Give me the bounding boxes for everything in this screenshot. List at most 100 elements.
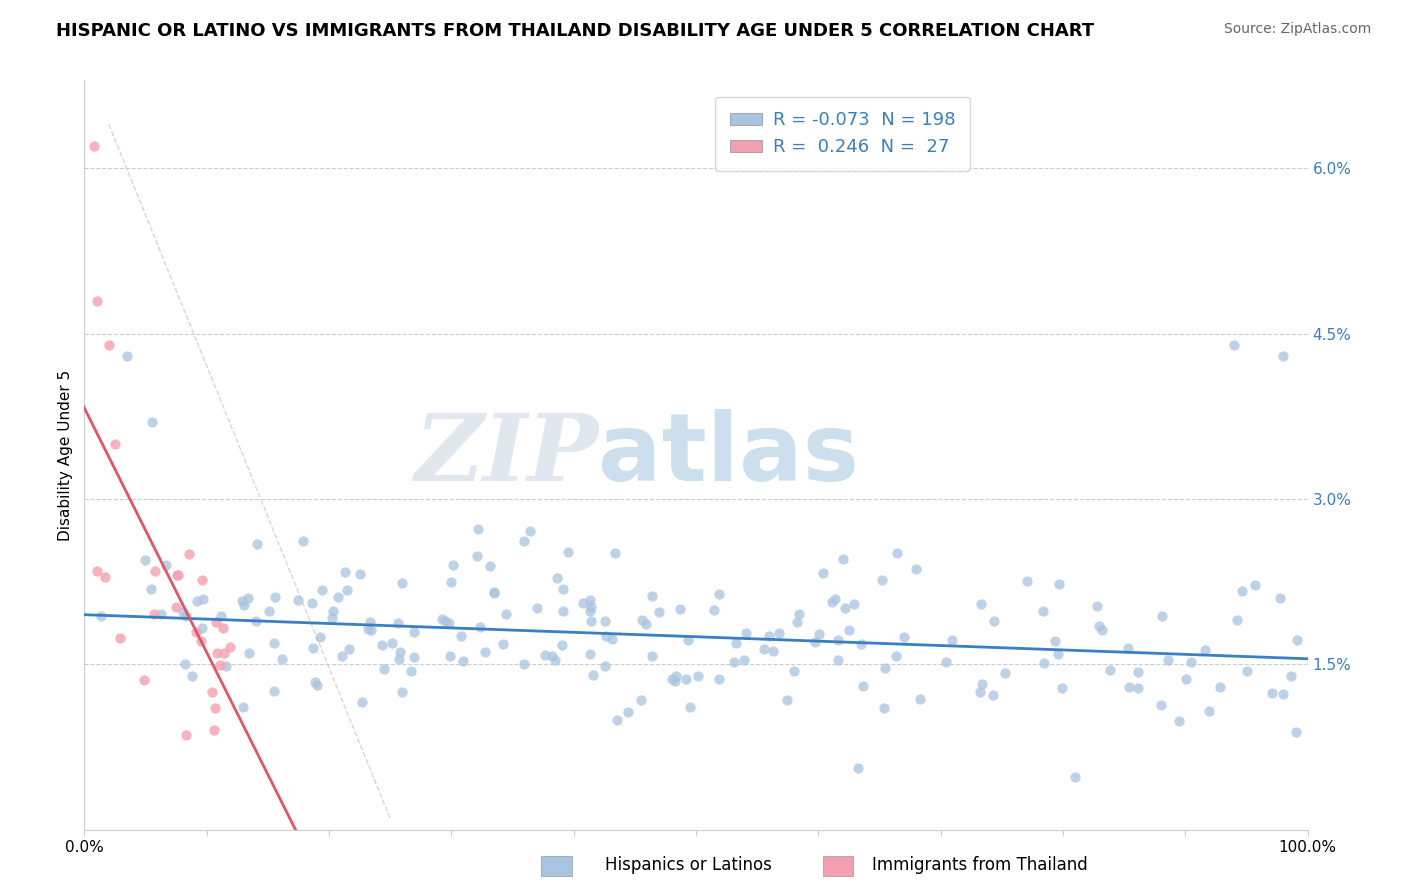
Point: [873, 700, 896, 714]
Point: [434, 614, 457, 628]
Point: [634, 617, 657, 632]
Point: [263, 636, 285, 650]
Text: Source: ZipAtlas.com: Source: ZipAtlas.com: [1223, 22, 1371, 37]
Point: [762, 644, 785, 658]
Point: [83, 139, 105, 153]
Point: [1116, 640, 1139, 655]
Point: [941, 632, 963, 647]
Point: [190, 574, 212, 588]
Point: [733, 653, 755, 667]
Point: [387, 616, 409, 631]
Point: [173, 657, 195, 671]
Point: [349, 566, 371, 581]
Point: [595, 614, 617, 628]
Point: [707, 587, 730, 601]
Point: [1052, 681, 1074, 695]
Point: [571, 596, 593, 610]
Point: [166, 568, 188, 582]
Point: [994, 666, 1017, 681]
Point: [491, 637, 513, 651]
Point: [373, 662, 395, 676]
Point: [675, 673, 697, 687]
Point: [1244, 578, 1267, 592]
Point: [108, 632, 131, 646]
Point: [834, 600, 856, 615]
Point: [482, 586, 505, 600]
Point: [754, 642, 776, 657]
Point: [725, 636, 748, 650]
Point: [337, 642, 360, 657]
Y-axis label: Disability Age Under 5: Disability Age Under 5: [58, 369, 73, 541]
Point: [526, 601, 548, 615]
Point: [143, 564, 166, 578]
Point: [212, 621, 235, 635]
Point: [155, 558, 177, 573]
Point: [450, 629, 472, 643]
Point: [205, 646, 228, 660]
Point: [391, 685, 413, 699]
Point: [190, 634, 212, 648]
Point: [832, 552, 855, 566]
Point: [768, 626, 790, 640]
Point: [852, 679, 875, 693]
Point: [465, 549, 488, 563]
Point: [1085, 599, 1108, 614]
Point: [827, 632, 849, 647]
Point: [141, 415, 163, 429]
Point: [1168, 714, 1191, 728]
Point: [233, 598, 256, 612]
Point: [215, 659, 238, 673]
Point: [641, 590, 664, 604]
Point: [86, 293, 108, 308]
Point: [309, 631, 332, 645]
Point: [595, 628, 617, 642]
Point: [786, 615, 808, 629]
Point: [231, 594, 253, 608]
Point: [468, 620, 491, 634]
Point: [174, 728, 197, 742]
Point: [134, 553, 156, 567]
Point: [388, 652, 411, 666]
Point: [579, 600, 602, 615]
Point: [579, 615, 602, 629]
Point: [209, 608, 232, 623]
Point: [191, 592, 214, 607]
Point: [821, 595, 844, 609]
Point: [453, 654, 475, 668]
Point: [647, 605, 669, 619]
Point: [551, 638, 574, 652]
Point: [783, 664, 806, 678]
Point: [983, 614, 1005, 628]
Point: [1099, 663, 1122, 677]
Point: [474, 645, 496, 659]
Point: [94, 570, 117, 584]
Point: [399, 665, 422, 679]
Point: [391, 575, 413, 590]
Point: [1126, 665, 1149, 679]
Point: [775, 693, 797, 707]
Point: [1032, 604, 1054, 618]
Point: [356, 622, 378, 636]
Point: [245, 615, 267, 629]
Point: [350, 695, 373, 709]
Point: [246, 537, 269, 551]
Point: [541, 648, 564, 663]
Point: [1198, 704, 1220, 718]
Point: [232, 700, 254, 714]
Point: [90, 608, 112, 623]
Point: [172, 606, 194, 620]
Point: [553, 604, 575, 618]
Point: [432, 612, 454, 626]
Point: [886, 546, 908, 560]
Point: [546, 571, 568, 585]
Point: [579, 593, 602, 607]
Point: [787, 607, 810, 622]
Text: Immigrants from Thailand: Immigrants from Thailand: [872, 855, 1087, 873]
Point: [359, 615, 381, 630]
Point: [437, 616, 460, 631]
Point: [181, 668, 204, 682]
Point: [513, 657, 536, 672]
Point: [1157, 653, 1180, 667]
Point: [264, 591, 287, 605]
Point: [758, 629, 780, 643]
